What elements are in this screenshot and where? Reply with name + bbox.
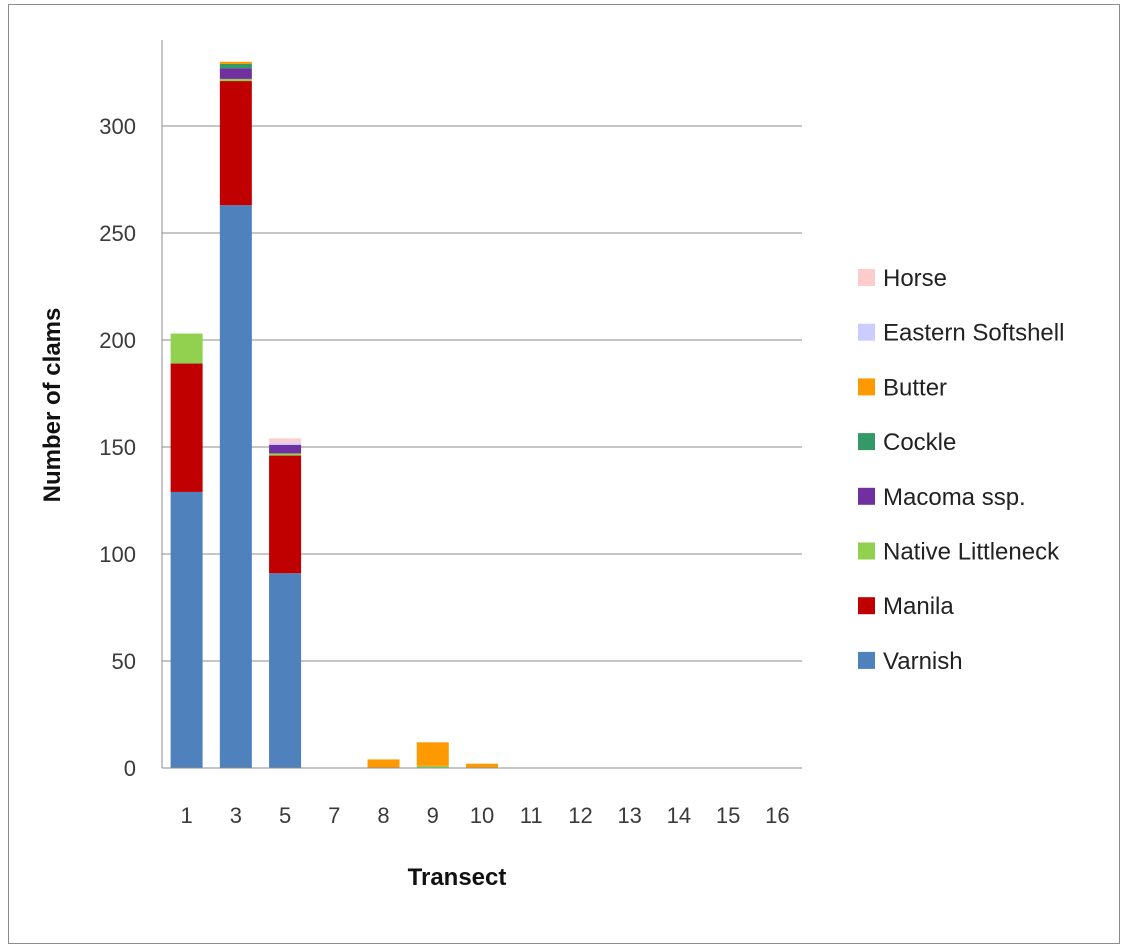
bar-segment-native-littleneck bbox=[416, 765, 449, 768]
bar-segment-manila bbox=[219, 81, 252, 206]
x-tick-label: 9 bbox=[427, 803, 439, 828]
legend-label: Cockle bbox=[883, 429, 956, 456]
legend-item: Horse bbox=[858, 265, 947, 292]
bar-segment-varnish bbox=[269, 573, 302, 768]
y-axis-title: Number of clams bbox=[39, 308, 66, 503]
legend-label: Butter bbox=[883, 374, 947, 401]
legend-label: Manila bbox=[883, 593, 954, 620]
x-tick-label: 14 bbox=[667, 803, 691, 828]
y-tick-label: 300 bbox=[99, 114, 136, 139]
y-tick-label: 50 bbox=[112, 649, 136, 674]
legend-label: Eastern Softshell bbox=[883, 320, 1064, 347]
legend: Horse Eastern Softshell Butter Cockle Macoma… bbox=[858, 265, 1064, 675]
bar-segment-butter bbox=[219, 61, 252, 64]
x-tick-label: 1 bbox=[180, 803, 192, 828]
bar-segment-macoma-ssp- bbox=[269, 444, 302, 454]
legend-item: Varnish bbox=[858, 648, 963, 675]
legend-swatch bbox=[858, 651, 875, 669]
legend-swatch bbox=[858, 433, 875, 451]
x-tick-label: 5 bbox=[279, 803, 291, 828]
legend-item: Butter bbox=[858, 374, 947, 401]
y-tick-label: 250 bbox=[99, 221, 136, 246]
legend-item: Cockle bbox=[858, 429, 956, 456]
legend-swatch bbox=[858, 487, 875, 505]
bar-segment-butter bbox=[466, 763, 498, 768]
bar-segment-butter bbox=[416, 742, 449, 766]
bar-segment-horse bbox=[269, 438, 302, 443]
bar-segment-cockle bbox=[219, 63, 252, 69]
x-tick-label: 16 bbox=[765, 803, 789, 828]
x-tick-label: 3 bbox=[230, 803, 242, 828]
y-tick-label: 200 bbox=[99, 328, 136, 353]
legend-label: Horse bbox=[883, 265, 947, 292]
legend-swatch bbox=[858, 269, 875, 286]
x-tick-label: 12 bbox=[568, 803, 592, 828]
legend-item: Manila bbox=[858, 593, 954, 620]
bar-segment-eastern-softshell bbox=[269, 442, 302, 445]
x-tick-label: 11 bbox=[520, 803, 543, 828]
axes bbox=[161, 40, 802, 769]
x-tick-label: 15 bbox=[716, 803, 740, 828]
bar-segment-varnish bbox=[219, 205, 252, 768]
gridlines bbox=[162, 125, 802, 662]
y-tick-label: 100 bbox=[99, 542, 136, 567]
x-tick-label: 8 bbox=[377, 803, 389, 828]
x-axis-title: Transect bbox=[408, 864, 507, 891]
x-tick-labels: 1 3 5 7 8 9 10 11 12 13 14 15 16 bbox=[180, 803, 789, 828]
legend-swatch bbox=[858, 597, 875, 615]
bar-segment-macoma-ssp- bbox=[219, 68, 252, 79]
y-tick-labels: 0 50 100 150 200 250 300 bbox=[99, 114, 136, 781]
y-tick-label: 150 bbox=[99, 435, 136, 460]
legend-swatch bbox=[858, 542, 875, 560]
legend-label: Macoma ssp. bbox=[883, 484, 1026, 511]
x-tick-label: 7 bbox=[328, 803, 340, 828]
legend-item: Eastern Softshell bbox=[858, 320, 1064, 347]
y-tick-label: 0 bbox=[124, 756, 136, 781]
bar-segment-native-littleneck bbox=[219, 78, 252, 82]
bar-segment-butter bbox=[367, 759, 400, 768]
legend-item: Native Littleneck bbox=[858, 539, 1060, 566]
legend-swatch bbox=[858, 378, 875, 396]
bar-segment-native-littleneck bbox=[170, 333, 203, 364]
bar-segment-manila bbox=[269, 455, 302, 574]
bars bbox=[170, 61, 498, 768]
bar-segment-manila bbox=[170, 363, 203, 492]
legend-item: Macoma ssp. bbox=[858, 484, 1026, 511]
legend-label: Native Littleneck bbox=[883, 539, 1060, 566]
legend-label: Varnish bbox=[883, 648, 963, 675]
bar-segment-varnish bbox=[170, 491, 203, 768]
legend-swatch bbox=[858, 323, 875, 341]
x-tick-label: 13 bbox=[617, 803, 641, 828]
x-tick-label: 10 bbox=[470, 803, 494, 828]
bar-segment-native-littleneck bbox=[269, 453, 302, 456]
